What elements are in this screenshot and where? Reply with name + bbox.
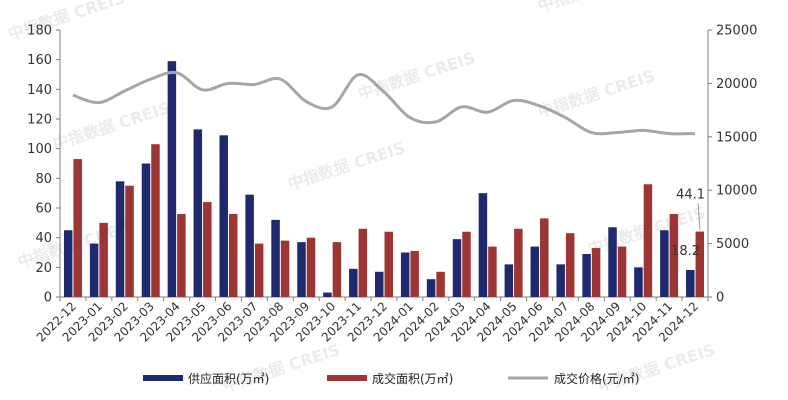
sold-bar: [643, 184, 653, 297]
x-ticks: 2022-122023-012023-022023-032023-042023-…: [34, 297, 709, 345]
supply-bar: [219, 135, 228, 297]
left-y-tick-label: 120: [27, 113, 52, 128]
supply-bar: [297, 242, 306, 297]
sold-bar: [514, 228, 523, 297]
left-y-tick-label: 180: [27, 24, 52, 39]
left-y-tick-label: 160: [27, 53, 52, 68]
supply-bars: [63, 61, 695, 298]
right-y-tick-label: 0: [716, 291, 724, 306]
sold-bar: [99, 222, 108, 297]
sold-bar: [73, 159, 82, 297]
data-label: 44.1: [676, 188, 705, 203]
data-label-leader: [697, 203, 701, 230]
sold-bar: [669, 213, 679, 297]
right-y-tick-label: 20000: [716, 77, 757, 92]
sold-bar: [151, 144, 160, 297]
left-y-tick-label: 60: [35, 202, 52, 217]
supply-bar: [530, 246, 540, 297]
supply-bar: [556, 264, 565, 297]
left-y-tick-label: 80: [35, 172, 52, 187]
supply-bar: [660, 230, 669, 297]
supply-bar: [426, 279, 436, 297]
supply-bar: [167, 61, 177, 298]
sold-bar: [280, 240, 290, 297]
legend: 供应面积(万㎡) 成交面积(万㎡) 成交价格(元/㎡): [143, 371, 639, 386]
data-labels: 44.1 18.2: [671, 188, 705, 259]
sold-bar: [591, 248, 601, 297]
supply-bar: [63, 230, 73, 297]
sold-bar: [695, 231, 705, 297]
left-y-ticks: 0 20 40 60 80 100 120 140 160 180: [27, 24, 60, 306]
right-y-tick-label: 5000: [716, 237, 749, 252]
sold-bar: [177, 213, 186, 297]
watermark-text: 中指数据 CREIS: [535, 66, 657, 122]
watermark-text: 中指数据 CREIS: [535, 0, 657, 16]
right-y-ticks: 0 5000 10000 15000 20000 25000: [708, 24, 757, 306]
legend-swatch-supply: [143, 375, 183, 381]
sold-bar: [254, 243, 264, 297]
supply-bar: [375, 271, 384, 297]
supply-bar: [504, 264, 514, 297]
left-y-tick-label: 100: [27, 142, 52, 157]
watermark-text: 中指数据 CREIS: [5, 0, 127, 44]
supply-bar: [478, 193, 488, 297]
sold-bar: [358, 228, 368, 297]
supply-bar: [686, 270, 695, 297]
sold-bar: [384, 231, 393, 297]
left-y-tick-label: 140: [27, 83, 52, 98]
sold-bar: [462, 231, 471, 297]
legend-swatch-sold: [327, 375, 367, 381]
supply-bar: [245, 194, 254, 297]
sold-bar: [436, 271, 445, 297]
sold-bar: [203, 202, 212, 297]
sold-bars: [73, 144, 705, 297]
watermark-text: 中指数据 CREIS: [220, 340, 342, 396]
supply-bar: [323, 292, 332, 297]
sold-bar: [540, 218, 549, 297]
legend-label-price: 成交价格(元/㎡): [554, 371, 639, 386]
supply-bar: [89, 243, 99, 297]
sold-bar: [125, 185, 134, 297]
sold-bar: [306, 237, 316, 297]
right-y-tick-label: 15000: [716, 130, 757, 145]
left-y-tick-label: 40: [35, 231, 52, 246]
sold-bar: [410, 251, 419, 297]
supply-bar: [141, 163, 151, 297]
legend-label-supply: 供应面积(万㎡): [188, 371, 269, 386]
supply-bar: [115, 181, 125, 297]
supply-bar: [193, 129, 203, 297]
watermark-text: 中指数据 CREIS: [355, 48, 477, 104]
left-y-tick-label: 0: [44, 291, 52, 306]
supply-bar: [271, 219, 280, 297]
supply-bar: [608, 227, 617, 297]
right-y-tick-label: 10000: [716, 184, 757, 199]
supply-bar: [349, 268, 358, 297]
supply-bar: [634, 267, 643, 297]
price-line: [72, 70, 696, 136]
sold-bar: [332, 242, 342, 297]
legend-label-sold: 成交面积(万㎡): [372, 371, 453, 386]
watermark-text: 中指数据 CREIS: [285, 138, 407, 194]
data-label: 18.2: [671, 244, 700, 259]
supply-bar: [400, 252, 410, 297]
sold-bar: [488, 246, 497, 297]
supply-bar: [582, 253, 591, 297]
sold-bar: [565, 233, 575, 297]
watermark-text: 中指数据 CREIS: [595, 340, 717, 396]
supply-bar: [452, 239, 462, 297]
sold-bar: [617, 246, 627, 297]
sold-bar: [228, 213, 238, 297]
left-y-tick-label: 20: [35, 261, 52, 276]
right-y-tick-label: 25000: [716, 24, 757, 39]
